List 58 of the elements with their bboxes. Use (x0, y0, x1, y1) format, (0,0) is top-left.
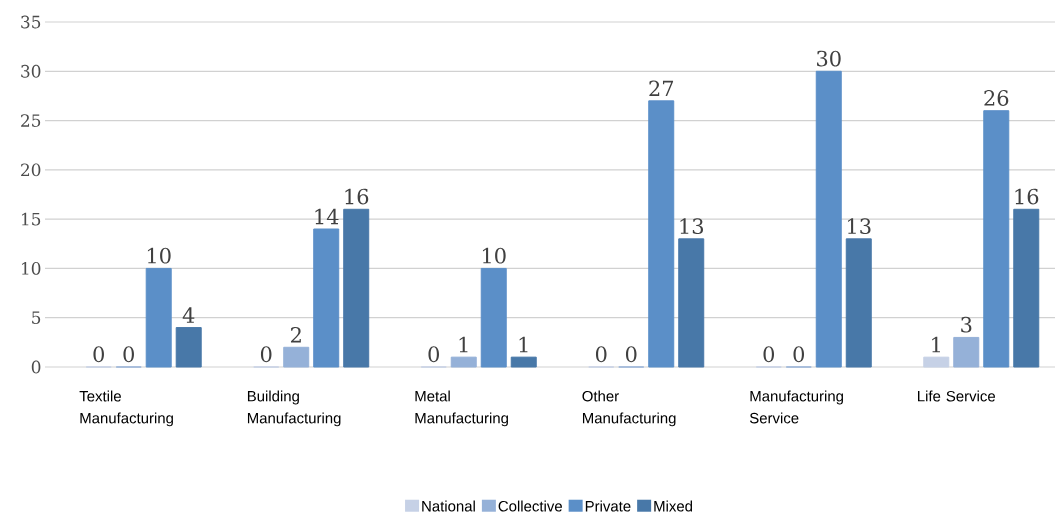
bar (815, 70, 842, 368)
legend-label: Mixed (654, 500, 693, 512)
y-tick-label: 25 (21, 114, 41, 127)
data-label: 0 (793, 346, 805, 363)
legend-label: Collective (498, 500, 562, 512)
data-label: 4 (182, 307, 195, 323)
data-label: 0 (595, 346, 607, 363)
data-label: 13 (847, 218, 871, 235)
data-label: 10 (147, 247, 171, 264)
data-label: 27 (649, 80, 674, 97)
y-tick-label: 0 (31, 360, 41, 374)
data-label: 2 (290, 326, 301, 343)
y-tick-label: 5 (32, 311, 41, 324)
x-tick-label: Building Manufacturing (247, 390, 341, 427)
data-label: 16 (345, 188, 369, 205)
x-tick-label: Manufacturing Service (749, 390, 843, 424)
legend-label: Private (585, 500, 631, 512)
x-tick-label: Life Service (918, 390, 996, 402)
data-label: 16 (1015, 188, 1039, 205)
data-label: 0 (428, 346, 439, 363)
data-label: 14 (315, 208, 339, 225)
bar (480, 267, 507, 368)
data-label: 1 (519, 336, 528, 353)
bar (343, 208, 370, 368)
data-label: 10 (482, 247, 506, 264)
bar (648, 100, 675, 368)
y-tick-label: 15 (21, 212, 41, 226)
bar (1013, 208, 1040, 368)
data-label: 26 (984, 90, 1009, 106)
bar (953, 336, 980, 368)
data-label: 1 (459, 336, 468, 353)
bar (313, 228, 340, 368)
bar (283, 346, 310, 368)
bar (678, 238, 705, 368)
data-label: 30 (817, 50, 841, 67)
data-label: 0 (763, 346, 775, 363)
bar (983, 110, 1010, 368)
data-label: 13 (680, 218, 703, 235)
bar (845, 238, 872, 368)
y-tick-label: 30 (21, 64, 41, 78)
y-tick-label: 35 (21, 15, 41, 29)
legend-label: National (422, 500, 475, 512)
bar (510, 356, 537, 368)
bar (175, 327, 202, 368)
bar (145, 267, 172, 368)
bar (923, 356, 950, 368)
y-tick-label: 10 (21, 262, 41, 275)
data-label: 0 (260, 346, 272, 363)
x-tick-label: Other Manufacturing (582, 390, 676, 427)
bar (450, 356, 477, 368)
x-tick-label: Metal Manufacturing (415, 390, 508, 427)
data-label: 0 (625, 346, 637, 363)
data-label: 1 (932, 336, 940, 353)
x-tick-label: Textile Manufacturing (79, 390, 173, 427)
data-label: 0 (93, 346, 104, 363)
data-label: 0 (123, 346, 134, 363)
y-tick-label: 20 (21, 163, 41, 177)
data-label: 3 (961, 316, 972, 333)
